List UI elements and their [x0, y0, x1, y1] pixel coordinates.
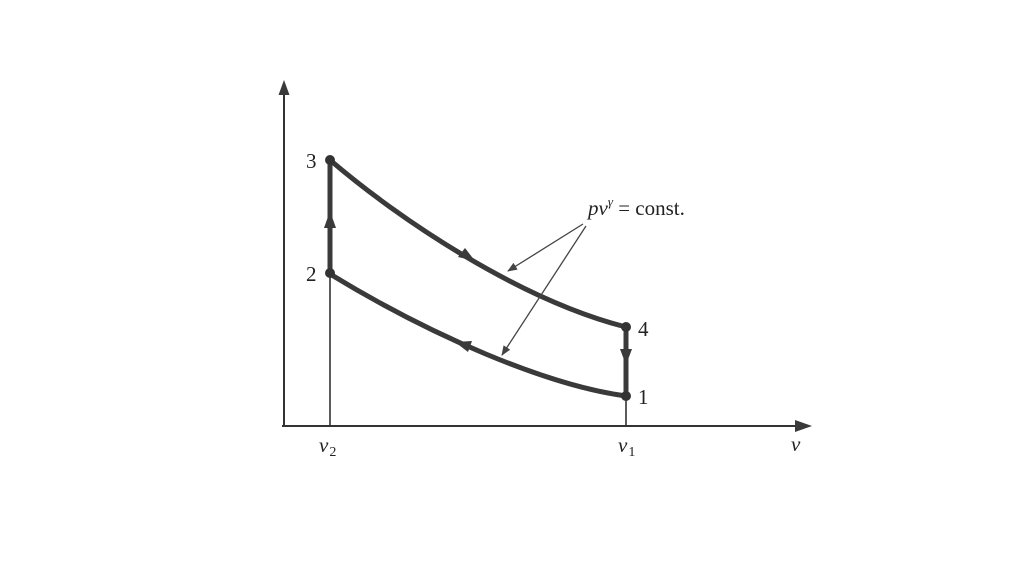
tick-label-v2-sub: 2 — [329, 445, 336, 460]
tick-label-v1: v1 — [618, 433, 635, 460]
state-point-4 — [621, 322, 631, 332]
tick-label-v2: v2 — [319, 433, 336, 460]
arrow-up-2-3 — [324, 211, 336, 228]
annotation-base: pv — [586, 196, 609, 220]
state-label-2: 2 — [306, 262, 317, 286]
annotation-exponent: γ — [608, 194, 614, 209]
state-point-3 — [325, 155, 335, 165]
state-label-4: 4 — [638, 317, 649, 341]
tick-label-v1-main: v — [618, 433, 628, 457]
leader-arrow-upper — [507, 223, 584, 272]
isentropic-annotation: pvγ = const. — [586, 194, 685, 220]
state-point-2 — [325, 268, 335, 278]
compression-curve-1-2 — [327, 271, 629, 399]
leader-arrow-lower — [501, 225, 587, 356]
annotation-rest: = const. — [613, 196, 685, 220]
arrow-compression-1-2 — [455, 341, 472, 352]
tick-label-v1-sub: 1 — [628, 445, 635, 460]
x-axis-arrowhead — [795, 420, 812, 432]
state-point-1 — [621, 391, 631, 401]
arrow-expansion-3-4 — [458, 248, 475, 261]
x-axis-label: v — [791, 432, 801, 456]
y-axis-arrowhead — [278, 80, 290, 95]
state-label-3: 3 — [306, 149, 317, 173]
tick-label-v2-main: v — [319, 433, 329, 457]
state-label-1: 1 — [638, 385, 649, 409]
arrow-down-4-1 — [620, 349, 632, 365]
